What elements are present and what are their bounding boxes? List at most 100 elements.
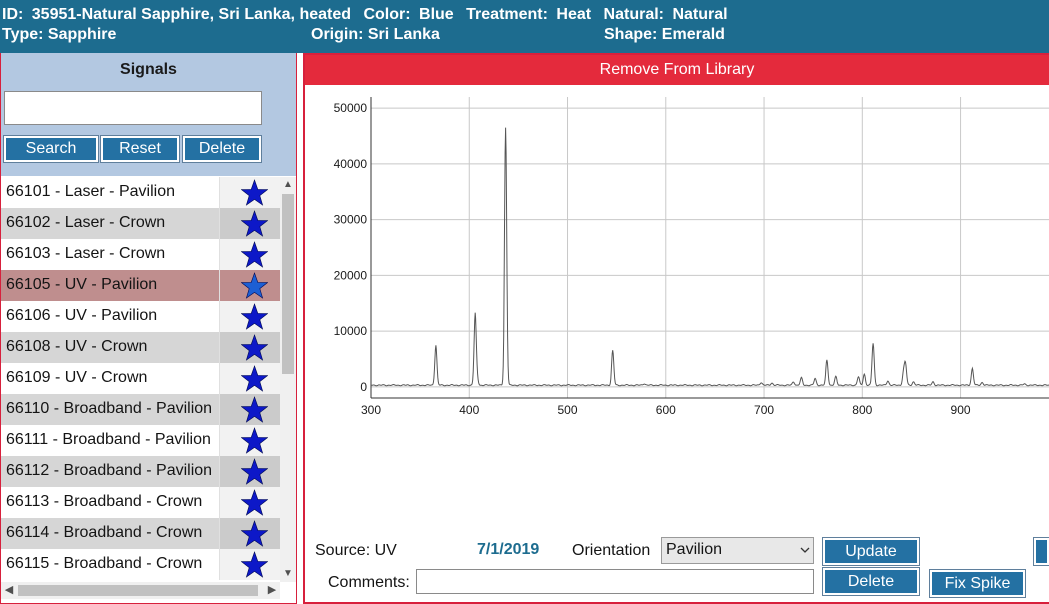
- list-vertical-scrollbar[interactable]: ▲ ▼: [280, 177, 296, 582]
- comments-label: Comments:: [328, 574, 410, 591]
- update-button[interactable]: Update: [822, 537, 920, 566]
- x-tick-label: 500: [558, 403, 578, 417]
- star-icon[interactable]: [241, 364, 268, 393]
- list-item-label: 66105 - UV - Pavilion: [6, 276, 158, 293]
- star-icon[interactable]: [241, 333, 268, 362]
- list-item-label: 66114 - Broadband - Crown: [6, 524, 203, 541]
- list-item[interactable]: 66111 - Broadband - Pavilion: [1, 425, 280, 456]
- favorite-cell: [219, 518, 280, 549]
- natural-value: Natural: [672, 6, 728, 23]
- list-item[interactable]: 66101 - Laser - Pavilion: [1, 177, 280, 208]
- orientation-label: Orientation: [572, 542, 651, 559]
- remove-from-library-button[interactable]: Remove From Library: [305, 55, 1049, 85]
- signals-panel: Signals Search Reset Delete 66101 - Lase…: [0, 53, 297, 604]
- favorite-cell: [219, 487, 280, 518]
- origin-label: Origin: Sri Lanka: [311, 26, 440, 43]
- favorite-cell: [219, 239, 280, 270]
- favorite-cell: [219, 394, 280, 425]
- favorite-cell: [219, 425, 280, 456]
- signals-list: 66101 - Laser - Pavilion 66102 - Laser - …: [1, 177, 280, 582]
- color-field: Color: Blue: [363, 6, 457, 23]
- source-label: Source: UV: [315, 542, 397, 559]
- x-tick-label: 700: [754, 403, 774, 417]
- list-item-label: 66111 - Broadband - Pavilion: [6, 431, 211, 448]
- list-item[interactable]: 66114 - Broadband - Crown: [1, 518, 280, 549]
- list-item[interactable]: 66112 - Broadband - Pavilion: [1, 456, 280, 487]
- x-tick-label: 600: [656, 403, 676, 417]
- id-key: ID:: [2, 6, 24, 23]
- list-item-label: 66113 - Broadband - Crown: [6, 493, 203, 510]
- list-item-label: 66108 - UV - Crown: [6, 338, 148, 355]
- list-item[interactable]: 66106 - UV - Pavilion: [1, 301, 280, 332]
- orientation-select[interactable]: Pavilion: [661, 537, 814, 564]
- list-item-label: 66110 - Broadband - Pavilion: [6, 400, 213, 417]
- x-tick-label: 800: [852, 403, 872, 417]
- list-item[interactable]: 66115 - Broadband - Crown: [1, 549, 280, 580]
- id-field: ID: 35951-Natural Sapphire, Sri Lanka, h…: [2, 6, 355, 23]
- star-icon[interactable]: [241, 209, 268, 238]
- favorite-cell: [219, 456, 280, 487]
- y-tick-label: 0: [360, 380, 367, 394]
- list-horizontal-scrollbar[interactable]: ◀ ▶: [1, 582, 280, 599]
- reset-button[interactable]: Reset: [100, 135, 180, 163]
- orientation-value: Pavilion: [666, 541, 723, 558]
- list-item-label: 66115 - Broadband - Crown: [6, 555, 203, 572]
- star-icon[interactable]: [241, 426, 268, 455]
- comments-input[interactable]: [416, 569, 814, 594]
- treatment-key: Treatment:: [466, 6, 548, 23]
- star-icon[interactable]: [241, 302, 268, 331]
- list-item[interactable]: 66110 - Broadband - Pavilion: [1, 394, 280, 425]
- star-icon[interactable]: [241, 488, 268, 517]
- scroll-left-icon[interactable]: ◀: [4, 584, 14, 596]
- favorite-cell: [219, 270, 280, 301]
- scroll-down-icon[interactable]: ▼: [283, 568, 293, 579]
- x-tick-label: 900: [951, 403, 971, 417]
- list-item-label: 66101 - Laser - Pavilion: [6, 183, 175, 200]
- stone-info-header: ID: 35951-Natural Sapphire, Sri Lanka, h…: [0, 0, 1049, 53]
- offscreen-button[interactable]: [1033, 537, 1049, 566]
- star-icon[interactable]: [241, 178, 268, 207]
- horizontal-scroll-thumb[interactable]: [18, 585, 258, 596]
- star-icon[interactable]: [241, 395, 268, 424]
- signals-search-input[interactable]: [4, 91, 262, 125]
- natural-field: Natural: Natural: [604, 6, 732, 23]
- list-item[interactable]: 66105 - UV - Pavilion: [1, 270, 280, 301]
- delete-signal-button[interactable]: Delete: [182, 135, 262, 163]
- list-item[interactable]: 66102 - Laser - Crown: [1, 208, 280, 239]
- list-item-label: 66106 - UV - Pavilion: [6, 307, 158, 324]
- star-icon[interactable]: [241, 550, 268, 579]
- fix-spike-button[interactable]: Fix Spike: [929, 569, 1026, 598]
- vertical-scroll-thumb[interactable]: [282, 194, 294, 374]
- delete-detail-button[interactable]: Delete: [822, 567, 920, 596]
- star-icon[interactable]: [241, 271, 268, 300]
- y-tick-label: 20000: [334, 268, 368, 282]
- list-item[interactable]: 66109 - UV - Crown: [1, 363, 280, 394]
- shape-label: Shape: Emerald: [604, 26, 725, 43]
- y-tick-label: 30000: [334, 213, 368, 227]
- y-tick-label: 40000: [334, 157, 368, 171]
- list-item-label: 66112 - Broadband - Pavilion: [6, 462, 213, 479]
- scroll-right-icon[interactable]: ▶: [267, 584, 277, 596]
- star-icon[interactable]: [241, 519, 268, 548]
- signals-title: Signals: [120, 61, 177, 78]
- color-value: Blue: [419, 6, 454, 23]
- spectrum-series-line: [370, 127, 1049, 387]
- favorite-cell: [219, 363, 280, 394]
- list-item[interactable]: 66113 - Broadband - Crown: [1, 487, 280, 518]
- list-item-label: 66109 - UV - Crown: [6, 369, 148, 386]
- star-icon[interactable]: [241, 240, 268, 269]
- spectrum-chart: 300 400 500 600 700 800 900 0 10000 20000 30000 400…: [305, 85, 1049, 535]
- x-tick-label: 300: [361, 403, 381, 417]
- scroll-up-icon[interactable]: ▲: [283, 179, 293, 190]
- list-item[interactable]: 66108 - UV - Crown: [1, 332, 280, 363]
- star-icon[interactable]: [241, 457, 268, 486]
- search-button[interactable]: Search: [3, 135, 99, 163]
- x-tick-label: 400: [459, 403, 479, 417]
- id-value: 35951-Natural Sapphire, Sri Lanka, heate…: [31, 6, 352, 23]
- treatment-field: Treatment: Heat: [466, 6, 595, 23]
- list-item[interactable]: 66103 - Laser - Crown: [1, 239, 280, 270]
- signal-date: 7/1/2019: [477, 541, 540, 558]
- favorite-cell: [219, 208, 280, 239]
- natural-key: Natural:: [603, 6, 664, 23]
